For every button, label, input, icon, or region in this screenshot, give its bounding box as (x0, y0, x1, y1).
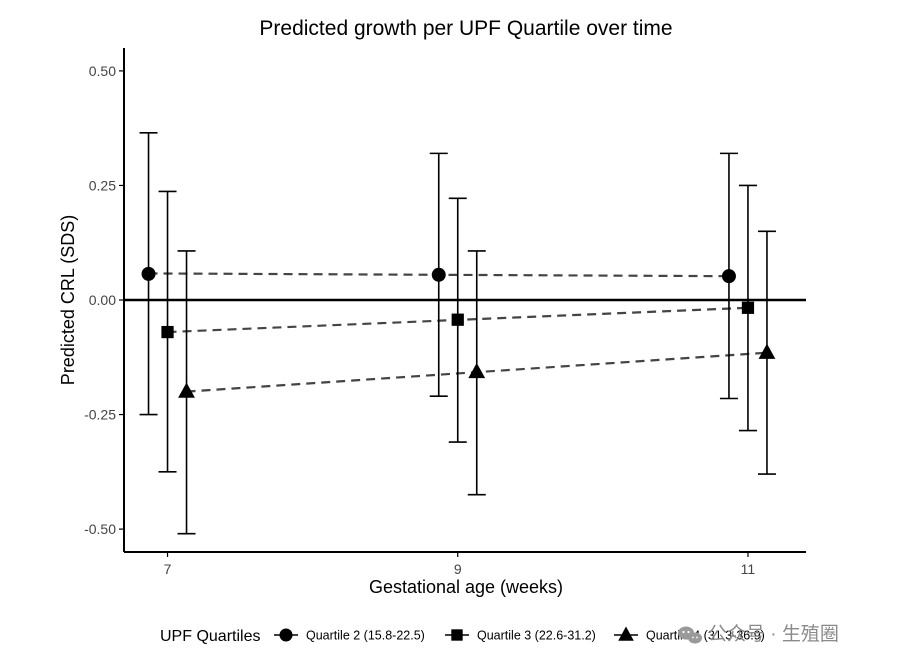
y-tick-label: 0.50 (89, 63, 116, 79)
data-point (468, 362, 486, 379)
chart-title: Predicted growth per UPF Quartile over t… (259, 17, 672, 40)
data-point (741, 301, 755, 314)
x-tick-label: 11 (741, 561, 756, 577)
data-point (431, 267, 446, 282)
data-point (178, 382, 195, 398)
watermark: 公众号 · 生殖圈 (678, 623, 839, 645)
plot-area: 0.50 0.25 0.00 -0.25 -0.50 7 9 11 (84, 48, 806, 577)
x-tick-label: 9 (454, 561, 462, 577)
x-tick-label: 7 (164, 561, 172, 577)
data-point (451, 313, 464, 326)
y-tick-label: 0.25 (89, 177, 116, 193)
legend-title: UPF Quartiles (160, 628, 260, 645)
legend-key-marker (279, 628, 293, 642)
y-axis-title: Predicted CRL (SDS) (58, 215, 78, 385)
y-tick-label: -0.25 (84, 407, 116, 423)
data-point (758, 343, 776, 359)
data-point (141, 266, 156, 281)
data-point (721, 269, 736, 284)
legend-label: Quartile 2 (15.8-22.5) (306, 629, 425, 643)
y-tick-label: -0.50 (84, 521, 116, 537)
x-axis-title: Gestational age (weeks) (369, 577, 563, 597)
y-tick-label: 0.00 (89, 292, 116, 308)
legend-key-marker (451, 629, 463, 641)
legend: UPF Quartiles Quartile 2 (15.8-22.5) Quar… (160, 626, 765, 645)
data-point (161, 325, 174, 339)
legend-label: Quartile 3 (22.6-31.2) (477, 629, 596, 643)
legend-label: Quartile 4 (31.3-36.9) (646, 629, 765, 643)
legend-key-marker (618, 626, 634, 641)
watermark-text: 公众号 · 生殖圈 (708, 623, 839, 645)
wechat-icon (678, 626, 702, 644)
